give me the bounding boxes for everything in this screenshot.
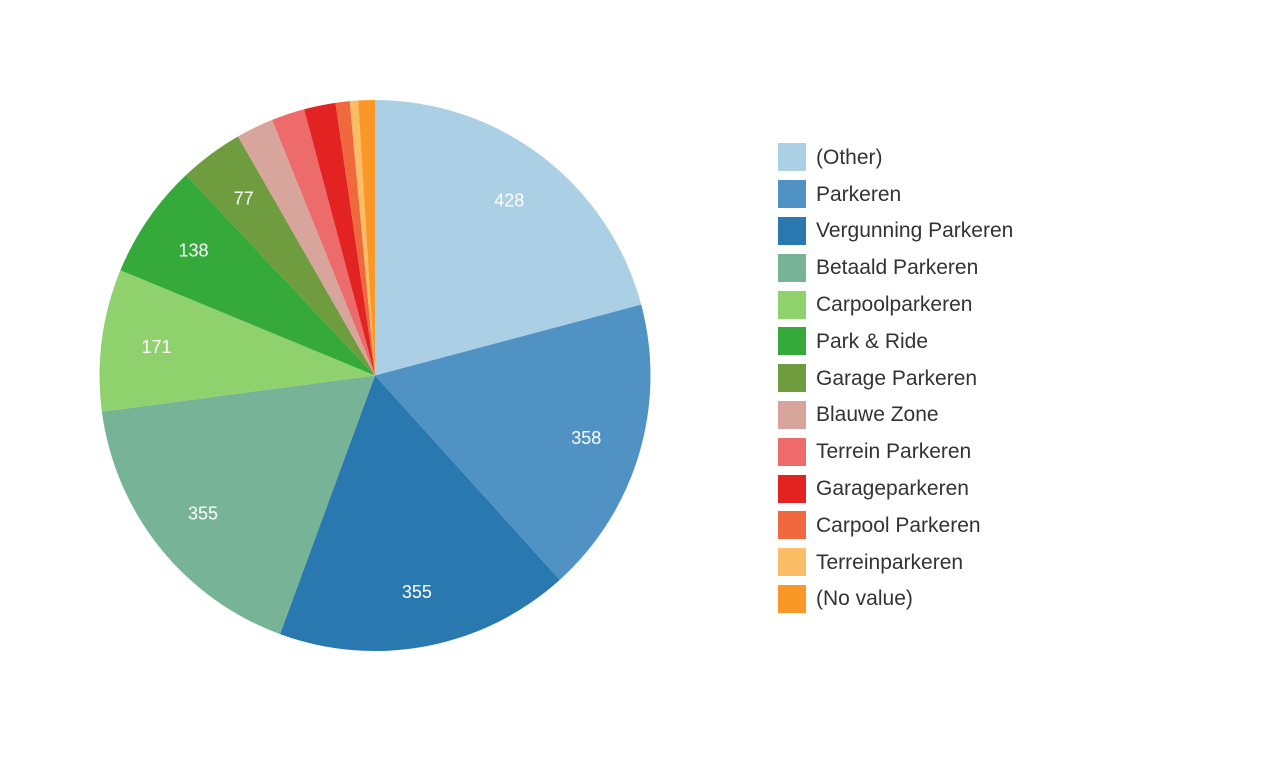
slice-value-label-park-ride: 138 <box>178 241 208 261</box>
legend-swatch-betaald-parkeren <box>778 253 806 282</box>
legend-label-garage-parkeren: Garage Parkeren <box>816 366 978 390</box>
pie-slice-betaald-parkeren[interactable] <box>101 375 375 635</box>
pie-slice-blauwe-zone[interactable] <box>237 119 375 376</box>
legend-label-carpool-parkeren: Carpool Parkeren <box>816 513 981 537</box>
pie-slice-terreinparkeren[interactable] <box>349 100 375 376</box>
legend-swatch-terrein-parkeren <box>778 437 806 466</box>
legend-swatch-no-value <box>778 584 806 613</box>
legend-label-parkeren: Parkeren <box>816 182 902 206</box>
legend-item-betaald-parkeren[interactable]: Betaald Parkeren <box>778 249 1013 286</box>
legend: (Other) Parkeren Vergunning Parkeren Betaal… <box>778 139 1013 617</box>
legend-item-terreinparkeren[interactable]: Terreinparkeren <box>778 544 1013 581</box>
pie-slice-parkeren[interactable] <box>375 304 651 580</box>
legend-item-other[interactable]: (Other) <box>778 139 1013 176</box>
legend-swatch-garage-parkeren <box>778 364 806 393</box>
pie-slice-garage-parkeren[interactable] <box>185 136 375 376</box>
slice-value-label-carpoolparkeren: 171 <box>141 337 171 357</box>
slice-value-label-betaald-parkeren: 355 <box>188 503 218 523</box>
legend-label-no-value: (No value) <box>816 587 913 611</box>
legend-label-terreinparkeren: Terreinparkeren <box>816 550 964 574</box>
pie-slice-carpoolparkeren[interactable] <box>99 270 375 412</box>
legend-swatch-blauwe-zone <box>778 400 806 429</box>
legend-item-garage-parkeren[interactable]: Garage Parkeren <box>778 360 1013 397</box>
slice-value-label-parkeren: 358 <box>571 428 601 448</box>
legend-label-carpoolparkeren: Carpoolparkeren <box>816 293 973 317</box>
legend-item-blauwe-zone[interactable]: Blauwe Zone <box>778 397 1013 434</box>
legend-swatch-parkeren <box>778 180 806 209</box>
legend-label-blauwe-zone: Blauwe Zone <box>816 403 939 427</box>
legend-label-garageparkeren: Garageparkeren <box>816 477 969 501</box>
pie-slice-vergunning-parkeren[interactable] <box>279 375 560 652</box>
slice-value-label-other: 428 <box>494 191 524 211</box>
pie-slice-other[interactable] <box>375 100 642 376</box>
pie-slice-carpool-parkeren[interactable] <box>335 101 375 376</box>
legend-swatch-vergunning-parkeren <box>778 216 806 245</box>
legend-label-terrein-parkeren: Terrein Parkeren <box>816 440 972 464</box>
legend-item-carpool-parkeren[interactable]: Carpool Parkeren <box>778 507 1013 544</box>
legend-label-other: (Other) <box>816 145 883 169</box>
legend-label-betaald-parkeren: Betaald Parkeren <box>816 256 979 280</box>
legend-label-park-ride: Park & Ride <box>816 329 929 353</box>
legend-swatch-terreinparkeren <box>778 548 806 577</box>
legend-swatch-garageparkeren <box>778 474 806 503</box>
legend-item-no-value[interactable]: (No value) <box>778 581 1013 618</box>
legend-item-vergunning-parkeren[interactable]: Vergunning Parkeren <box>778 213 1013 250</box>
pie-slice-no-value[interactable] <box>358 100 375 376</box>
legend-label-vergunning-parkeren: Vergunning Parkeren <box>816 219 1014 243</box>
slice-value-label-vergunning-parkeren: 355 <box>402 582 432 602</box>
pie-slice-terrein-parkeren[interactable] <box>272 109 375 376</box>
legend-swatch-carpoolparkeren <box>778 290 806 319</box>
legend-item-garageparkeren[interactable]: Garageparkeren <box>778 470 1013 507</box>
legend-item-park-ride[interactable]: Park & Ride <box>778 323 1013 360</box>
pie-slice-park-ride[interactable] <box>120 175 375 376</box>
slice-value-label-garage-parkeren: 77 <box>234 189 254 209</box>
legend-swatch-other <box>778 143 806 172</box>
legend-item-terrein-parkeren[interactable]: Terrein Parkeren <box>778 433 1013 470</box>
legend-swatch-carpool-parkeren <box>778 511 806 540</box>
legend-item-carpoolparkeren[interactable]: Carpoolparkeren <box>778 286 1013 323</box>
legend-item-parkeren[interactable]: Parkeren <box>778 176 1013 213</box>
pie-slice-garageparkeren[interactable] <box>304 102 375 376</box>
legend-swatch-park-ride <box>778 327 806 356</box>
